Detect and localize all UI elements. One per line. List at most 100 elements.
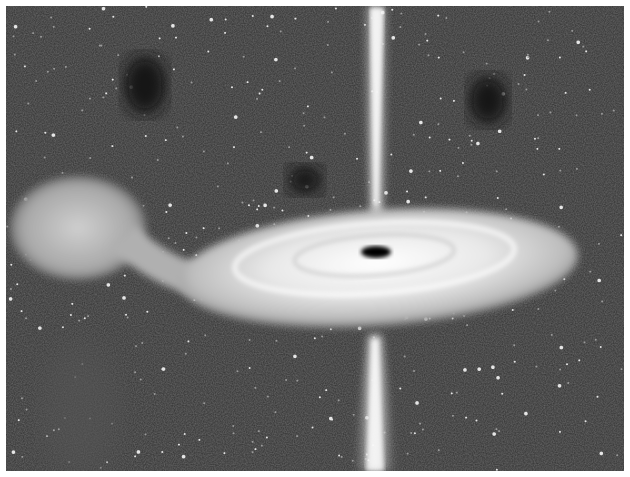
star — [537, 20, 540, 23]
star — [69, 314, 72, 317]
star — [329, 208, 332, 211]
star — [232, 432, 235, 435]
star — [330, 71, 333, 74]
star — [53, 67, 56, 70]
star — [273, 223, 276, 226]
star — [564, 91, 567, 94]
star — [437, 449, 440, 452]
star — [153, 393, 156, 396]
star — [88, 97, 91, 100]
star — [38, 326, 42, 330]
dark-cloud — [468, 75, 508, 125]
star — [98, 44, 101, 47]
star — [241, 201, 244, 204]
star — [526, 53, 529, 56]
star — [406, 452, 409, 455]
star — [164, 139, 167, 142]
star — [177, 443, 180, 446]
star — [567, 381, 570, 384]
star — [462, 51, 465, 54]
star — [266, 25, 269, 28]
star — [125, 313, 128, 316]
disk-ring — [292, 232, 457, 279]
star — [256, 97, 259, 100]
star — [78, 319, 81, 322]
star — [498, 430, 501, 433]
star — [321, 335, 324, 338]
star — [421, 428, 424, 431]
star — [505, 208, 508, 211]
star — [424, 32, 427, 35]
star — [445, 17, 448, 20]
star — [439, 97, 442, 100]
star — [251, 14, 254, 17]
star — [495, 428, 498, 431]
star — [450, 392, 453, 395]
star — [232, 146, 235, 149]
star — [288, 146, 291, 149]
star — [594, 338, 597, 341]
star — [533, 137, 536, 140]
star — [111, 78, 114, 81]
star — [578, 359, 581, 362]
star — [359, 205, 362, 208]
star — [571, 29, 574, 32]
star — [296, 435, 299, 438]
star — [167, 237, 170, 240]
star — [337, 399, 340, 402]
star — [294, 17, 297, 20]
star — [424, 196, 427, 199]
star — [558, 430, 561, 433]
star — [122, 296, 126, 300]
star — [325, 389, 328, 392]
star — [584, 420, 587, 423]
star — [198, 438, 201, 441]
star — [451, 317, 454, 320]
star — [523, 73, 526, 76]
star — [195, 236, 198, 239]
star — [589, 270, 592, 273]
star — [331, 418, 334, 421]
disk-ring — [231, 219, 518, 298]
star — [356, 157, 359, 160]
star — [51, 133, 56, 137]
star — [87, 315, 90, 318]
star — [313, 337, 316, 340]
star — [612, 109, 615, 112]
star — [106, 283, 111, 287]
star — [448, 138, 451, 141]
star — [258, 92, 261, 95]
star — [559, 205, 563, 210]
star — [351, 459, 354, 462]
star — [311, 426, 314, 429]
star — [554, 289, 557, 292]
star — [343, 132, 346, 135]
star — [64, 65, 67, 68]
star — [20, 310, 23, 313]
star — [176, 126, 179, 129]
star — [390, 153, 393, 156]
star — [340, 455, 343, 458]
star — [583, 341, 586, 344]
star — [218, 227, 221, 230]
star — [279, 30, 282, 33]
star — [100, 44, 103, 47]
star — [391, 8, 394, 11]
star — [495, 170, 498, 173]
star — [112, 15, 115, 18]
star — [71, 302, 74, 305]
star — [182, 248, 185, 251]
star — [409, 169, 413, 173]
star — [273, 206, 276, 209]
star — [457, 146, 460, 149]
star — [463, 314, 466, 317]
star — [419, 120, 423, 125]
dark-cloud — [123, 55, 167, 115]
star — [399, 387, 402, 390]
star — [495, 468, 498, 471]
star — [428, 170, 431, 173]
star — [413, 432, 416, 435]
star — [46, 70, 49, 73]
star — [9, 288, 12, 291]
star — [306, 105, 309, 108]
